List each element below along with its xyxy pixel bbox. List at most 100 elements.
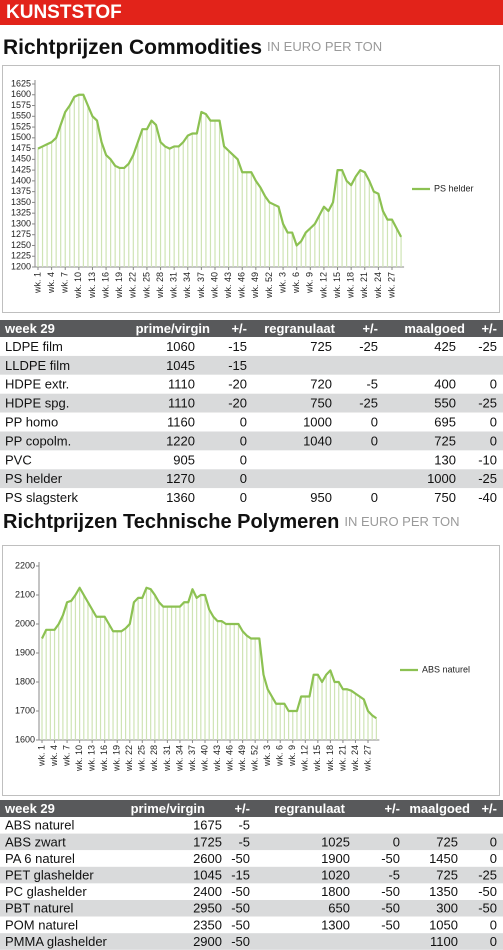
table-cell: 1025 [321, 834, 350, 849]
table-cell: -25 [478, 339, 497, 354]
table-cell: 1900 [321, 851, 350, 866]
section-bar [0, 0, 503, 25]
table-cell: -5 [388, 868, 400, 883]
table-cell: 1045 [166, 358, 195, 373]
table-cell: 1040 [303, 433, 332, 448]
table-header-cell: +/- [481, 801, 497, 816]
y-tick-label: 1275 [11, 229, 31, 239]
table-cell: -50 [231, 884, 250, 899]
table-cell: 725 [310, 339, 332, 354]
x-tick-label: wk. 27 [362, 745, 372, 772]
table-cell: PA 6 naturel [5, 851, 75, 866]
table-cell: 1800 [321, 884, 350, 899]
table-cell: PMMA glashelder [5, 934, 108, 949]
table-header-cell: +/- [384, 801, 400, 816]
heading-subtitle: IN EURO PER TON [344, 514, 459, 529]
table-cell: 725 [436, 868, 458, 883]
table-cell: 725 [436, 834, 458, 849]
x-tick-label: wk. 19 [114, 272, 124, 299]
x-tick-label: wk. 10 [73, 272, 83, 299]
x-tick-label: wk. 6 [275, 745, 285, 767]
table-row-bg [0, 374, 503, 394]
table-cell: 1360 [166, 490, 195, 505]
y-tick-label: 1375 [11, 186, 31, 196]
table-row-bg [0, 916, 503, 934]
table-header-cell: maalgoed [409, 801, 470, 816]
table-cell: 0 [240, 452, 247, 467]
y-tick-label: 1250 [11, 240, 31, 250]
table-cell: 0 [490, 934, 497, 949]
table-header-cell: +/- [362, 321, 378, 336]
x-tick-label: wk. 12 [300, 745, 310, 772]
table-cell: 1220 [166, 433, 195, 448]
y-tick-label: 1600 [15, 734, 35, 744]
table-cell: 0 [371, 433, 378, 448]
section-title: KUNSTSTOF [6, 2, 122, 23]
table-cell: HDPE extr. [5, 377, 69, 392]
table-cell: -25 [359, 339, 378, 354]
x-tick-label: wk. 37 [187, 745, 197, 772]
table-cell: -10 [478, 452, 497, 467]
table-row-bg [0, 355, 503, 375]
table-cell: 720 [310, 377, 332, 392]
table-cell: 0 [240, 433, 247, 448]
y-tick-label: 2100 [15, 589, 35, 599]
y-tick-label: 1300 [11, 218, 31, 228]
x-tick-label: wk. 24 [350, 745, 360, 772]
table-cell: 1160 [167, 414, 195, 429]
table-cell: 0 [490, 433, 497, 448]
table-cell: 1110 [168, 396, 195, 411]
table-cell: 0 [240, 414, 247, 429]
x-tick-label: wk. 4 [49, 745, 59, 767]
x-tick-label: wk. 21 [337, 745, 347, 772]
table-cell: 0 [490, 917, 497, 932]
table-row-bg [0, 431, 503, 451]
table-cell: 905 [173, 452, 195, 467]
table-cell: 1000 [303, 414, 332, 429]
x-tick-label: wk. 49 [250, 272, 260, 299]
table-cell: 1300 [321, 917, 350, 932]
table-header-cell: prime/virgin [136, 321, 210, 336]
table-header-cell: +/- [481, 321, 497, 336]
x-tick-label: wk. 10 [74, 745, 84, 772]
x-tick-label: wk. 28 [149, 745, 159, 772]
table-cell: 300 [436, 901, 458, 916]
table-row-bg [0, 488, 503, 508]
legend-label: PS helder [434, 183, 474, 193]
x-tick-label: wk. 4 [46, 272, 56, 294]
heading: Richtprijzen Technische Polymeren IN EURO… [3, 511, 460, 533]
x-tick-label: wk. 18 [346, 272, 356, 299]
table-cell: PP homo [5, 414, 58, 429]
table-cell: 130 [434, 452, 456, 467]
table-cell: 550 [434, 396, 456, 411]
y-tick-label: 1575 [11, 100, 31, 110]
table-cell: 750 [434, 490, 456, 505]
table-cell: 2900 [193, 934, 222, 949]
x-tick-label: wk. 21 [359, 272, 369, 299]
table-cell: 1110 [168, 377, 195, 392]
x-tick-label: wk. 13 [87, 745, 97, 772]
table-cell: 950 [310, 490, 332, 505]
table-cell: -40 [478, 490, 497, 505]
x-tick-label: wk. 37 [196, 272, 206, 299]
table-cell: HDPE spg. [5, 396, 69, 411]
table-header-cell: regranulaat [264, 321, 335, 336]
y-tick-label: 1525 [11, 121, 31, 131]
table-cell: 1060 [166, 339, 195, 354]
x-tick-label: wk. 15 [312, 745, 322, 772]
table-cell: -50 [381, 884, 400, 899]
x-tick-label: wk. 16 [99, 745, 109, 772]
table-cell: -50 [231, 851, 250, 866]
x-tick-label: wk. 9 [305, 272, 315, 294]
table-cell: 1045 [193, 868, 222, 883]
table-row-bg [0, 450, 503, 470]
table-row-bg [0, 469, 503, 489]
table-cell: -25 [478, 471, 497, 486]
table-cell: 2400 [193, 884, 222, 899]
table-cell: LDPE film [5, 339, 63, 354]
table-cell: 0 [371, 414, 378, 429]
y-tick-label: 1600 [11, 89, 31, 99]
x-tick-label: wk. 46 [224, 745, 234, 772]
table-cell: -50 [478, 901, 497, 916]
